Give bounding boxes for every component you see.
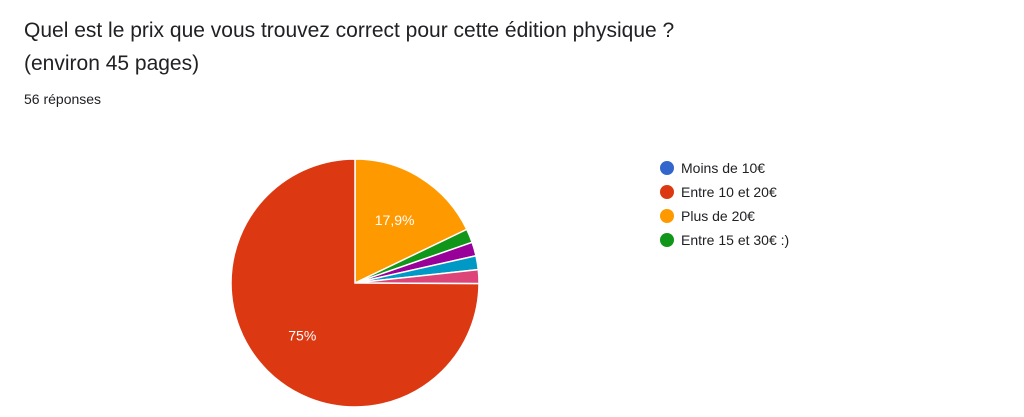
question-title: Quel est le prix que vous trouvez correc… (24, 14, 924, 80)
legend-dot-icon (660, 209, 674, 223)
legend-label: Moins de 10€ (681, 160, 766, 176)
legend-item[interactable]: Plus de 20€ (660, 204, 789, 228)
pie-slice[interactable] (354, 158, 468, 285)
legend-item[interactable]: Entre 15 et 30€ :) (660, 228, 789, 252)
legend-label: Plus de 20€ (681, 208, 755, 224)
legend-dot-icon (660, 233, 674, 247)
legend-dot-icon (660, 185, 674, 199)
legend-item[interactable]: Moins de 10€ (660, 156, 789, 180)
slice-label: 17,9% (375, 212, 415, 228)
pie-slice[interactable] (230, 158, 480, 408)
legend-label: Entre 15 et 30€ :) (681, 232, 790, 248)
response-count: 56 réponses (24, 91, 102, 107)
question-line-2: (environ 45 pages) (24, 52, 200, 75)
legend-item[interactable]: Entre 10 et 20€ (660, 180, 789, 204)
legend-label: Entre 10 et 20€ (681, 184, 777, 200)
question-line-1: Quel est le prix que vous trouvez correc… (24, 19, 675, 42)
slice-label: 75% (288, 327, 316, 343)
legend-dot-icon (660, 161, 674, 175)
legend: Moins de 10€ Entre 10 et 20€ Plus de 20€ En… (660, 156, 789, 252)
